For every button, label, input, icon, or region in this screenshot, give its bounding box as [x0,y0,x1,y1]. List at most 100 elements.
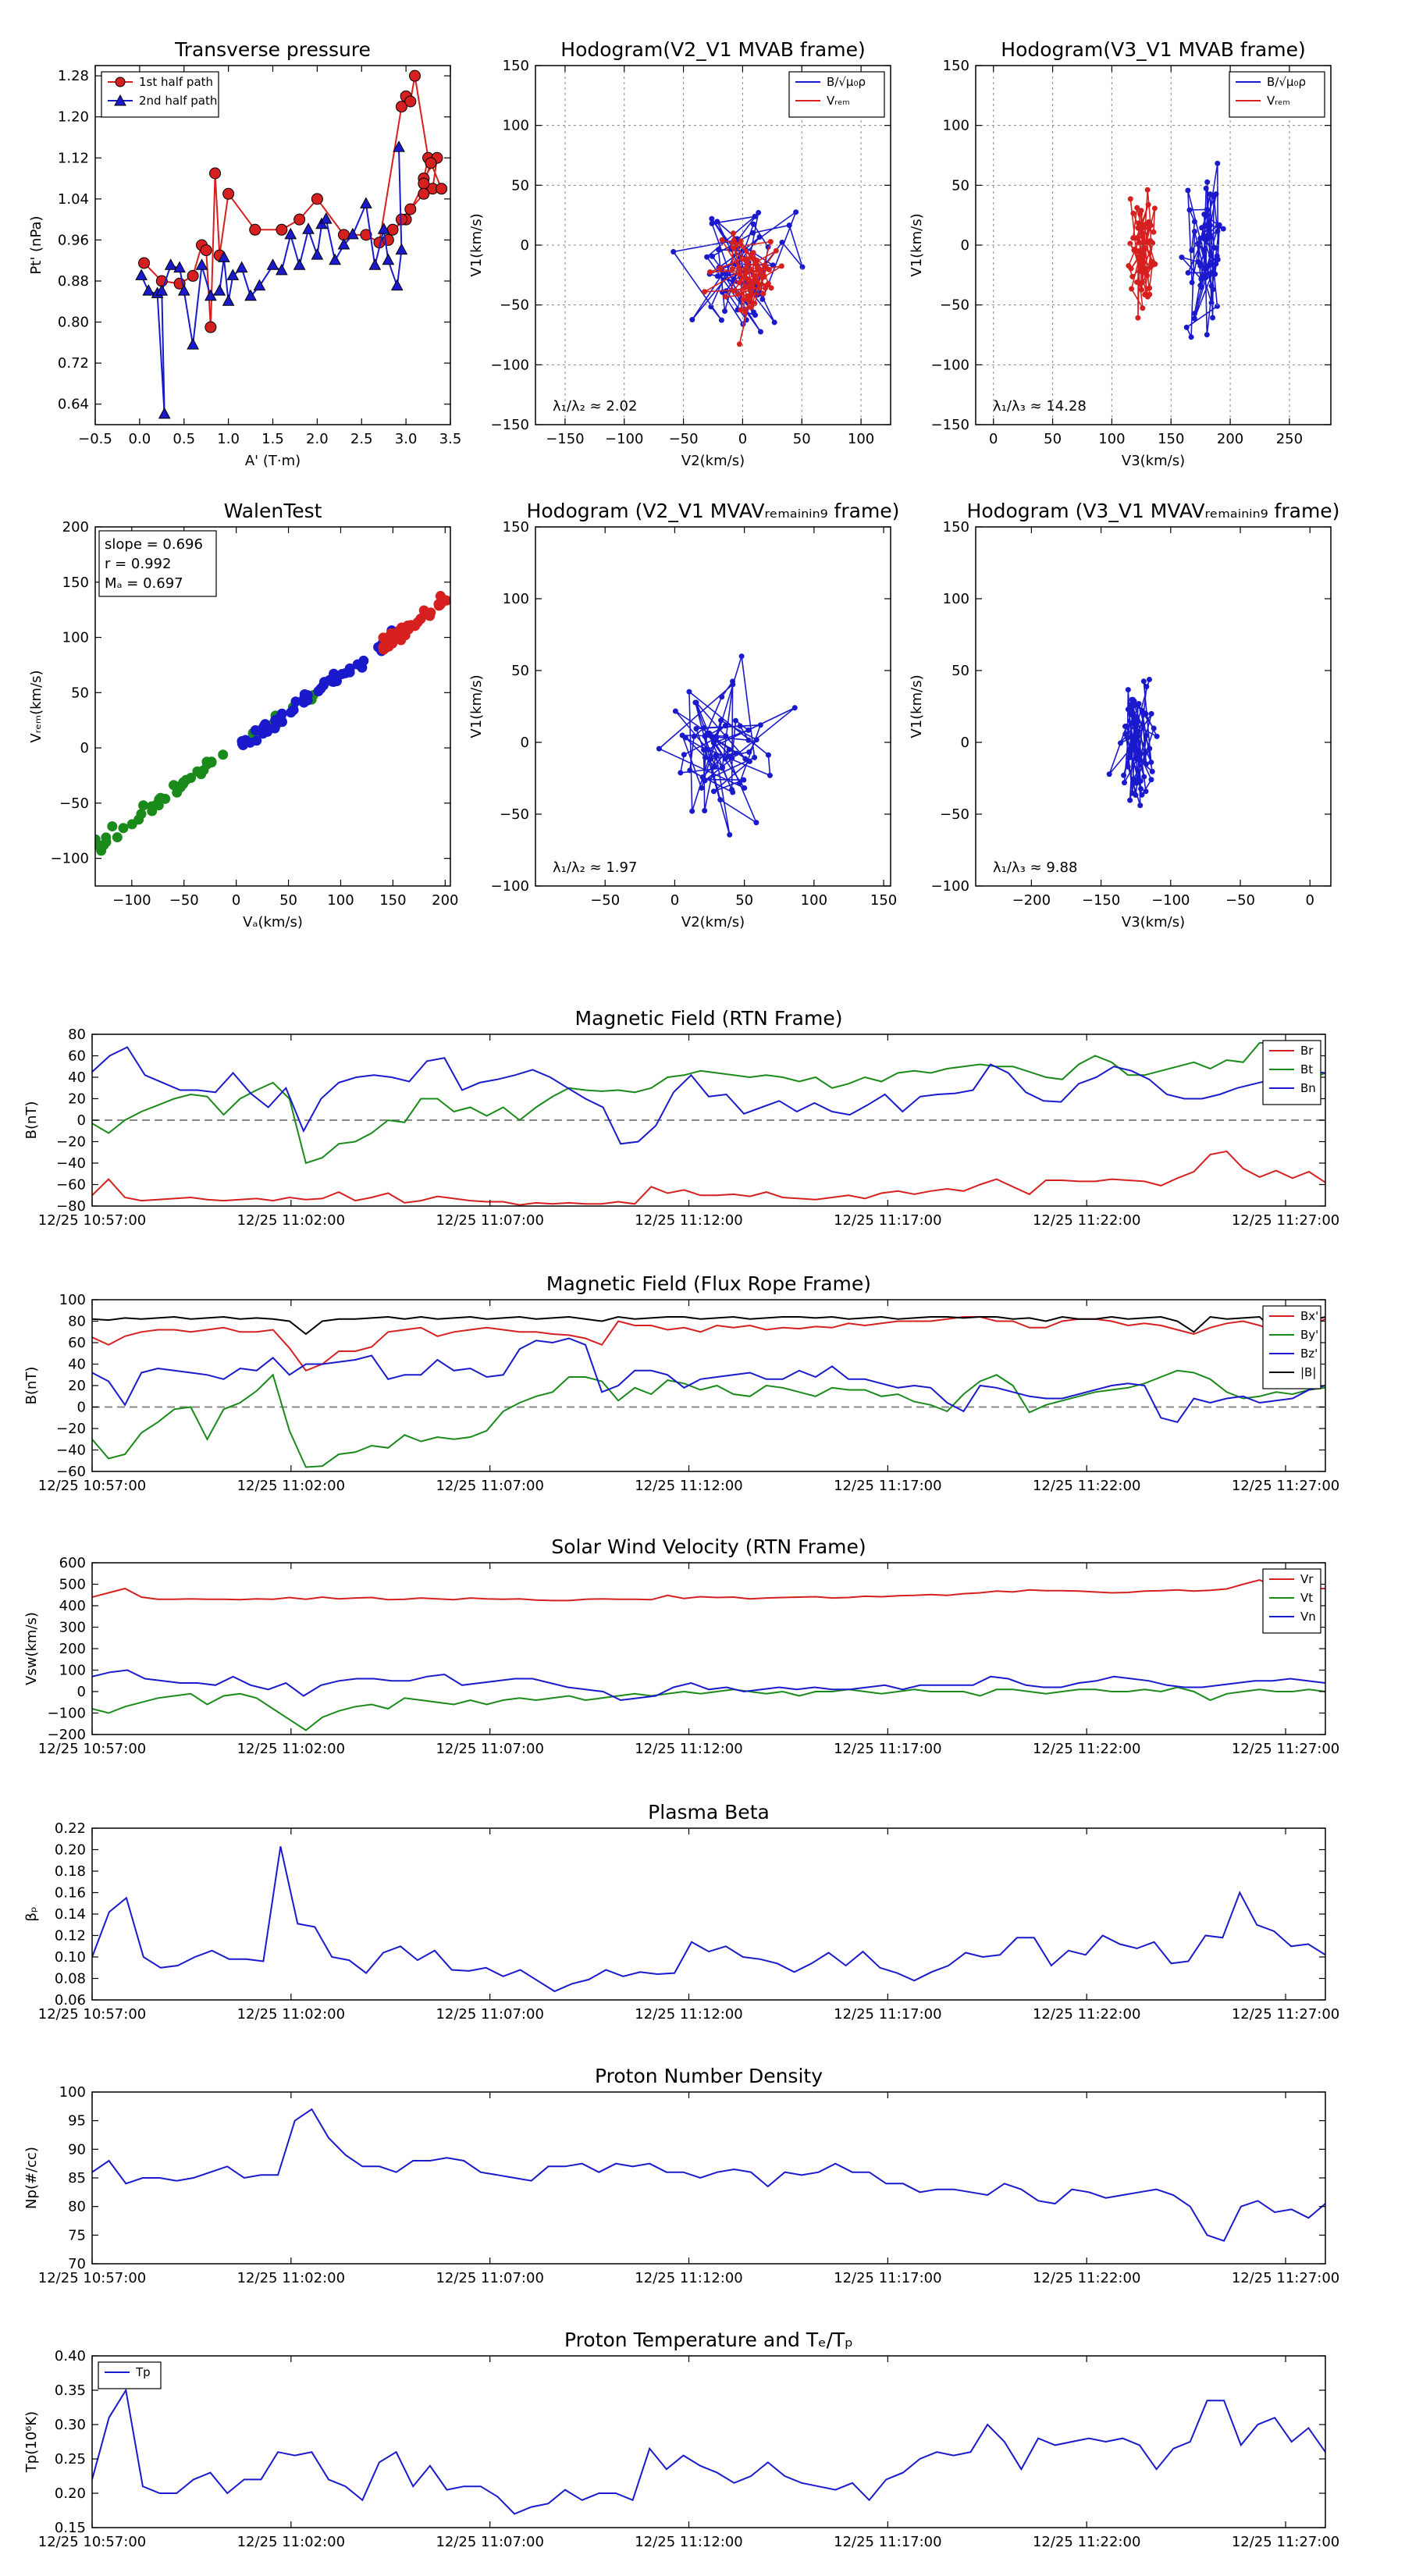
y-tick-label: −50 [940,806,969,823]
x-tick-label: 0 [989,431,998,447]
data-point [1208,269,1215,276]
data-point [715,247,721,253]
data-point [1137,211,1144,217]
data-point [740,276,746,282]
data-point [753,278,759,284]
data-point [771,319,777,326]
data-point [743,269,749,276]
data-point [107,821,118,832]
legend-label: Bz' [1300,1347,1318,1361]
legend-label: B/√μ₀ρ [827,75,866,89]
y-tick-label: 40 [68,1069,86,1086]
data-point [1143,711,1149,717]
data-point [1130,210,1136,216]
data-layer [95,591,450,856]
legend-label: B/√μ₀ρ [1267,75,1306,89]
legend-label: Bx' [1300,1309,1318,1323]
x-tick-label: −50 [169,892,199,909]
legend-label: Bn [1300,1081,1316,1095]
x-tick-label: 12/25 11:27:00 [1232,1741,1339,1757]
data-point [1150,240,1156,246]
y-tick-label: −150 [491,417,529,433]
data-point [691,733,697,739]
y-axis-label: V1(km/s) [909,674,925,738]
data-point [1148,760,1154,766]
x-tick-label: −100 [112,892,151,909]
data-point [195,258,208,270]
data-point [656,745,662,752]
chart-beta: Plasma Beta 0.06 0.08 0.10 0.12 0.14 0.16 0.18 0… [23,1801,1339,2023]
data-point [410,621,421,632]
data-point [237,740,248,751]
x-tick-label: 12/25 11:02:00 [237,2006,345,2023]
data-point [176,780,187,791]
data-point [1146,677,1152,683]
data-point [269,722,280,733]
y-tick-label: −40 [56,1155,86,1172]
data-point [1147,745,1153,752]
y-tick-label: 0.35 [55,2382,86,2399]
y-axis-label: Vᵣₑₘ(km/s) [28,670,44,742]
y-tick-label: 50 [511,177,529,194]
data-point [704,254,710,260]
legend-label: Br [1300,1044,1314,1058]
data-point [436,183,448,195]
data-point [155,284,169,296]
data-point [730,678,736,685]
y-axis-label: βₚ [23,1906,40,1921]
y-tick-label: 0.20 [55,2485,86,2502]
y-tick-label: 50 [511,663,529,679]
data-point [747,758,753,764]
data-point [770,262,776,269]
x-axis-label: Vₐ(km/s) [243,914,303,930]
data-point [112,832,123,843]
data-point [409,69,421,82]
x-tick-label: 12/25 11:17:00 [834,1212,941,1229]
data-point [1185,269,1191,276]
y-tick-label: −100 [491,878,529,895]
plot-frame [535,65,891,425]
series-line-|B| [92,1315,1325,1336]
data-point [319,212,333,224]
legend-label: Vr [1300,1572,1314,1586]
y-axis-label: B(nT) [23,1367,40,1405]
plot-frame [91,1299,1326,1472]
data-point [1151,229,1157,235]
y-tick-label: −100 [931,878,969,895]
y-tick-label: −100 [491,357,529,373]
data-point [1179,254,1185,261]
x-tick-label: 12/25 11:12:00 [635,2006,742,2023]
y-tick-label: 50 [951,177,969,194]
data-point [1133,721,1139,728]
data-point [142,284,155,296]
data-point [723,733,729,739]
plot-frame [91,2091,1326,2265]
y-tick-label: 0.08 [55,1971,86,1987]
data-point [1140,233,1146,240]
data-layer [92,2108,1325,2242]
data-point [1204,179,1211,185]
data-point [731,288,737,294]
y-tick-label: 150 [503,58,529,74]
data-point [1154,733,1160,739]
data-point [1139,286,1145,293]
x-tick-label: 12/25 11:12:00 [635,1212,742,1229]
data-point [1144,684,1150,690]
data-point [1122,780,1128,786]
data-point [1139,262,1145,269]
data-point [786,222,792,229]
data-point [745,737,752,743]
y-tick-label: 100 [503,591,529,607]
chart-hv31: Hodogram (V3_V1 MVAVᵣₑₘₐᵢₙᵢₙ₉ frame) −100… [909,500,1339,930]
y-tick-label: 150 [943,519,969,535]
data-point [222,187,235,200]
data-point [1136,269,1143,275]
data-point [206,757,217,768]
data-point [687,767,693,774]
data-point [709,735,715,741]
y-tick-label: 85 [68,2170,86,2186]
data-point [714,273,720,279]
data-point [749,283,756,290]
y-tick-label: 0 [77,1684,86,1700]
data-layer [1106,677,1160,809]
